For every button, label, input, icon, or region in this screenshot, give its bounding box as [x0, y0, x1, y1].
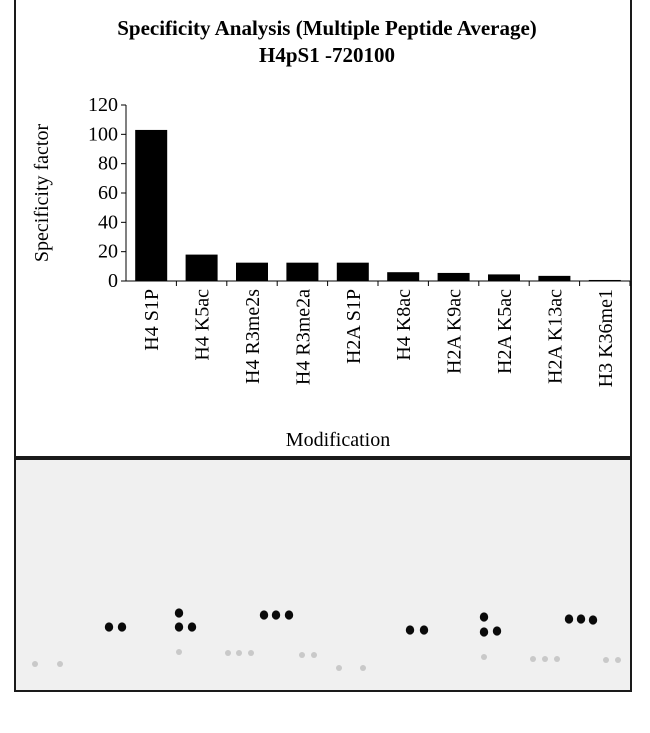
- bar: [185, 254, 218, 281]
- blot-spot: [564, 614, 574, 624]
- blot-spot-faint: [360, 665, 366, 671]
- blot-spot-faint: [481, 654, 487, 660]
- x-tick-label: H4 R3me2s: [242, 289, 264, 384]
- x-tick-label: H4 K8ac: [393, 289, 415, 361]
- chart-panel: Specificity Analysis (Multiple Peptide A…: [14, 0, 632, 458]
- blot-spot: [271, 610, 281, 620]
- bar: [286, 262, 319, 281]
- blot-spot: [576, 614, 586, 624]
- y-tick-label: 60: [98, 182, 118, 204]
- x-axis-label: Modification: [286, 429, 390, 451]
- y-tick-label: 120: [88, 94, 118, 116]
- blot-spot-faint: [225, 650, 231, 656]
- y-tick-label: 40: [98, 211, 118, 233]
- blot-spot-faint: [554, 656, 560, 662]
- blot-spot-faint: [32, 661, 38, 667]
- y-tick-label: 80: [98, 153, 118, 175]
- y-tick-label: 100: [88, 123, 118, 145]
- blot-spot: [588, 615, 598, 625]
- blot-spot: [492, 626, 502, 636]
- chart-subtitle: H4pS1 -720100: [259, 43, 395, 67]
- blot-spot-faint: [248, 650, 254, 656]
- x-tick-label: H3 K36me1: [595, 289, 617, 387]
- blot-spot-faint: [542, 656, 548, 662]
- dot-blot-spots: [32, 608, 621, 671]
- blot-spot: [479, 627, 489, 637]
- blot-spot: [405, 625, 415, 635]
- y-tick-label: 0: [108, 270, 118, 292]
- blot-spot-faint: [299, 652, 305, 658]
- blot-spot: [117, 622, 127, 632]
- x-tick-label: H4 S1P: [141, 289, 163, 351]
- bar-chart: Specificity Analysis (Multiple Peptide A…: [31, 16, 631, 451]
- blot-spot: [174, 622, 184, 632]
- blot-spot: [284, 610, 294, 620]
- x-tick-label: H2A S1P: [343, 289, 365, 364]
- blot-spot-faint: [236, 650, 242, 656]
- blot-spot-faint: [311, 652, 317, 658]
- blot-spot: [419, 625, 429, 635]
- bar: [437, 272, 470, 281]
- x-tick-label: H4 K5ac: [192, 289, 214, 361]
- blot-spot-faint: [530, 656, 536, 662]
- dot-blot-image: [14, 458, 632, 692]
- bar: [336, 262, 369, 281]
- blot-spot: [104, 622, 114, 632]
- chart-title: Specificity Analysis (Multiple Peptide A…: [117, 16, 537, 40]
- blot-spot-faint: [603, 657, 609, 663]
- y-axis-label: Specificity factor: [31, 124, 53, 263]
- blot-spot-faint: [336, 665, 342, 671]
- blot-spot: [174, 608, 184, 618]
- blot-spot: [479, 612, 489, 622]
- blot-spot-faint: [57, 661, 63, 667]
- bar: [538, 275, 571, 281]
- bar: [488, 274, 520, 281]
- bar: [236, 262, 268, 281]
- x-tick-label: H2A K5ac: [494, 289, 516, 374]
- x-tick-label: H4 R3me2a: [292, 289, 314, 385]
- blot-spot-faint: [176, 649, 182, 655]
- x-tick-label: H2A K9ac: [444, 289, 466, 374]
- y-tick-label: 20: [98, 241, 118, 263]
- blot-spot-faint: [615, 657, 621, 663]
- blot-spot: [187, 622, 197, 632]
- bar: [135, 129, 168, 281]
- bar: [588, 279, 621, 281]
- blot-spot: [259, 610, 269, 620]
- x-tick-label: H2A K13ac: [544, 289, 566, 384]
- bar: [387, 272, 420, 281]
